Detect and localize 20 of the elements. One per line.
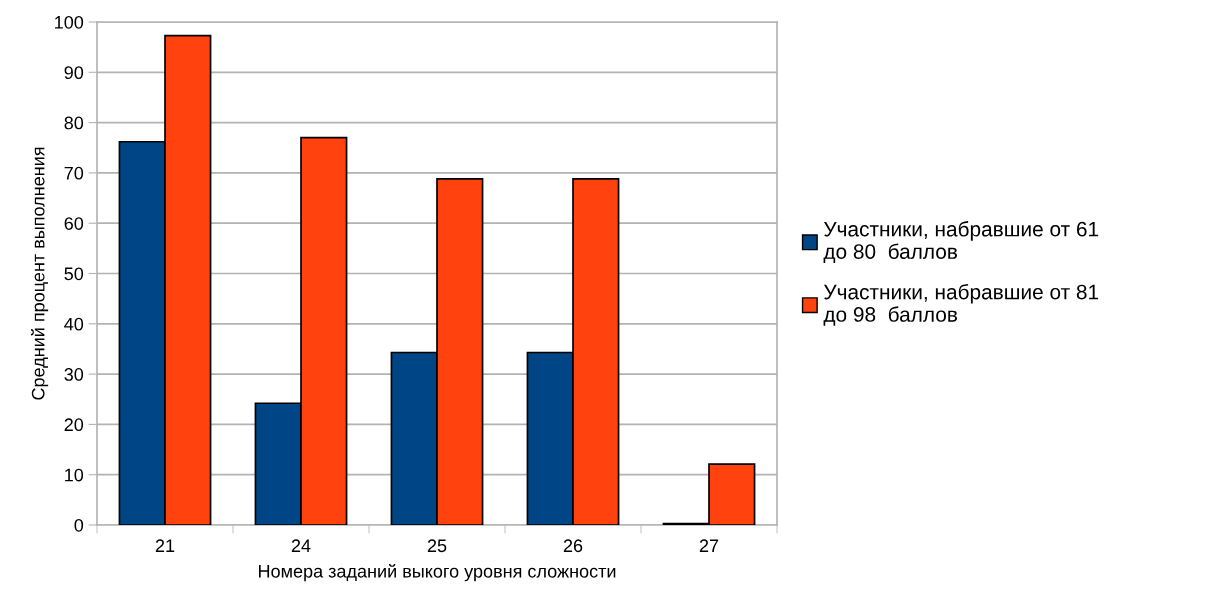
legend-label: Участники, набравшие от 61 до 80 баллов [823, 221, 1099, 263]
legend-label: Участники, набравшие от 81 до 98 баллов [823, 283, 1099, 326]
y-tick-label: 50 [64, 267, 84, 281]
x-tick-label: 21 [155, 539, 175, 552]
y-tick-label: 0 [74, 518, 84, 532]
y-tick-label: 60 [64, 217, 84, 230]
y-tick-label: 40 [64, 317, 84, 331]
y-tick-label: 90 [64, 66, 84, 80]
y-tick-label: 100 [55, 15, 84, 29]
x-axis-title: Номера заданий выкого уровня сложности [259, 564, 616, 582]
x-tick-label: 27 [699, 539, 719, 552]
y-tick-label: 70 [64, 166, 84, 180]
y-tick-label: 10 [65, 468, 84, 482]
y-tick-label: 80 [64, 116, 84, 130]
x-tick-label: 25 [427, 539, 447, 553]
y-tick-label: 20 [64, 418, 84, 432]
x-tick-label: 24 [291, 539, 311, 552]
x-tick-label: 26 [563, 539, 583, 553]
y-tick-label: 30 [64, 368, 84, 381]
y-axis-title: Средний процент выполнения [30, 147, 49, 400]
